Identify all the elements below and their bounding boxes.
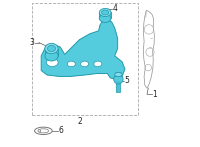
Ellipse shape: [45, 43, 58, 54]
Text: 2: 2: [77, 117, 82, 126]
Text: 4: 4: [113, 4, 118, 13]
Polygon shape: [116, 82, 120, 92]
Ellipse shape: [99, 14, 111, 22]
Text: 6: 6: [59, 126, 63, 135]
Ellipse shape: [94, 61, 102, 67]
Text: 3: 3: [29, 38, 34, 47]
Ellipse shape: [99, 9, 111, 17]
Ellipse shape: [46, 59, 58, 67]
Ellipse shape: [114, 75, 123, 84]
Polygon shape: [99, 12, 111, 18]
Text: 5: 5: [124, 76, 129, 85]
Ellipse shape: [38, 130, 41, 132]
Ellipse shape: [102, 10, 109, 15]
Bar: [32, 3, 138, 115]
Ellipse shape: [45, 51, 58, 61]
Text: 1: 1: [153, 90, 157, 99]
Polygon shape: [115, 73, 121, 76]
Ellipse shape: [35, 127, 52, 135]
Polygon shape: [41, 19, 125, 79]
Ellipse shape: [38, 129, 49, 133]
Polygon shape: [45, 49, 58, 56]
Ellipse shape: [115, 73, 122, 76]
Ellipse shape: [67, 61, 75, 67]
Ellipse shape: [81, 61, 89, 67]
Ellipse shape: [47, 45, 56, 52]
